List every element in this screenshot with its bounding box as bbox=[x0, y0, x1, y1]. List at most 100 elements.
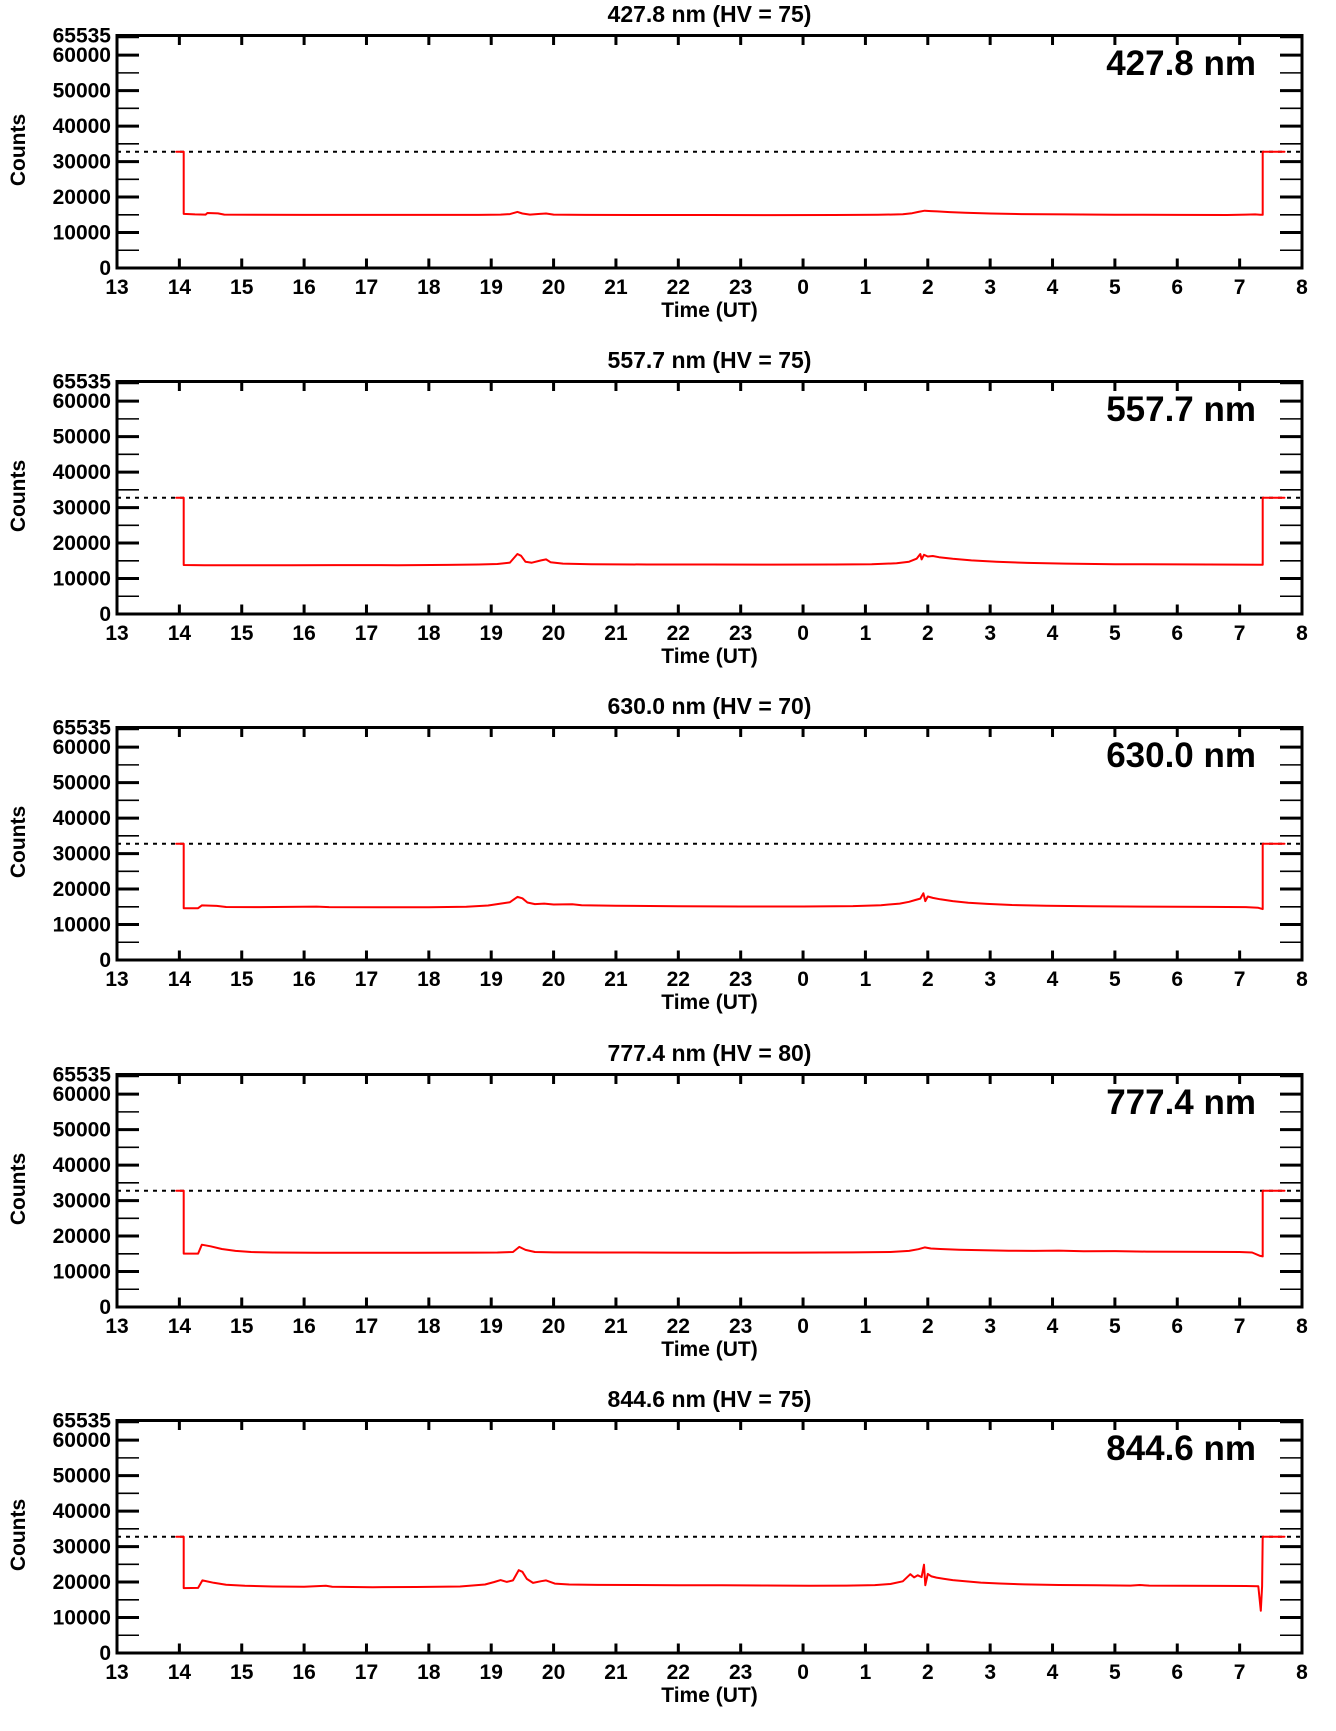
x-tick-label: 19 bbox=[480, 968, 503, 991]
x-tick-label: 6 bbox=[1171, 968, 1183, 991]
y-tick-label: 10000 bbox=[53, 222, 111, 245]
x-tick-label: 21 bbox=[604, 1661, 628, 1684]
x-tick-label: 8 bbox=[1296, 622, 1308, 645]
y-tick-label: 40000 bbox=[53, 1154, 111, 1177]
x-tick-label: 19 bbox=[480, 1315, 503, 1338]
x-tick-label: 13 bbox=[105, 1315, 128, 1338]
x-tick-label: 22 bbox=[667, 276, 690, 299]
y-axis-title: Counts bbox=[7, 113, 30, 187]
x-tick-label: 22 bbox=[667, 1661, 690, 1684]
x-tick-label: 23 bbox=[729, 1661, 752, 1684]
y-tick-label: 30000 bbox=[53, 843, 111, 866]
wavelength-label: 630.0 nm bbox=[1106, 736, 1256, 776]
x-tick-label: 6 bbox=[1171, 1661, 1183, 1684]
x-tick-label: 15 bbox=[230, 622, 254, 645]
y-tick-label: 20000 bbox=[53, 186, 111, 209]
y-tick-label: 0 bbox=[99, 257, 111, 280]
data-trace bbox=[175, 496, 1286, 567]
y-tick-label: 10000 bbox=[53, 914, 111, 937]
x-tick-label: 18 bbox=[417, 622, 441, 645]
y-tick-label: 60000 bbox=[53, 390, 111, 413]
x-tick-label: 17 bbox=[355, 968, 378, 991]
x-tick-label: 0 bbox=[797, 1661, 809, 1684]
x-tick-label: 17 bbox=[355, 1661, 378, 1684]
y-axis-title: Counts bbox=[7, 1498, 30, 1571]
x-tick-label: 2 bbox=[922, 1661, 934, 1684]
x-tick-label: 3 bbox=[984, 1661, 996, 1684]
x-tick-label: 0 bbox=[797, 622, 809, 645]
x-tick-label: 23 bbox=[729, 968, 752, 991]
x-tick-label: 8 bbox=[1296, 276, 1308, 299]
x-tick-label: 18 bbox=[417, 276, 441, 299]
x-tick-label: 1 bbox=[860, 276, 872, 299]
y-tick-label: 20000 bbox=[53, 1571, 111, 1594]
y-tick-label: 30000 bbox=[53, 1189, 111, 1212]
x-tick-label: 14 bbox=[168, 968, 192, 991]
x-tick-label: 2 bbox=[922, 622, 934, 645]
x-tick-label: 7 bbox=[1234, 968, 1246, 991]
y-tick-label: 50000 bbox=[53, 80, 111, 103]
x-tick-label: 1 bbox=[860, 968, 872, 991]
x-tick-label: 21 bbox=[604, 622, 628, 645]
x-tick-label: 19 bbox=[480, 622, 503, 645]
photometer-chart: 0 10000 20000 30000 40000 50000 60000 65535 13 14… bbox=[0, 692, 1336, 1038]
y-tick-label: 20000 bbox=[53, 532, 111, 555]
y-tick-label: 65535 bbox=[53, 1409, 112, 1432]
x-tick-label: 22 bbox=[667, 1315, 690, 1338]
y-tick-label: 60000 bbox=[53, 44, 111, 67]
photometer-chart: 0 10000 20000 30000 40000 50000 60000 65535 13 14… bbox=[0, 1385, 1336, 1731]
wavelength-label: 557.7 nm bbox=[1106, 390, 1256, 430]
x-tick-label: 17 bbox=[355, 622, 378, 645]
y-tick-label: 50000 bbox=[53, 1118, 111, 1141]
y-tick-label: 20000 bbox=[53, 878, 111, 901]
plot-box bbox=[115, 1418, 1304, 1655]
x-tick-label: 1 bbox=[860, 622, 872, 645]
y-tick-label: 65535 bbox=[53, 717, 112, 740]
x-tick-label: 14 bbox=[168, 1315, 192, 1338]
y-tick-label: 60000 bbox=[53, 1429, 111, 1452]
x-tick-label: 23 bbox=[729, 276, 752, 299]
y-tick-label: 50000 bbox=[53, 772, 111, 795]
chart-title: 557.7 nm (HV = 75) bbox=[607, 347, 812, 374]
x-tick-label: 4 bbox=[1047, 276, 1059, 299]
photometer-chart: 0 10000 20000 30000 40000 50000 60000 65535 13 14… bbox=[0, 1039, 1336, 1385]
x-tick-label: 20 bbox=[542, 1661, 565, 1684]
y-tick-label: 60000 bbox=[53, 737, 111, 760]
plot-box bbox=[115, 380, 1304, 616]
x-tick-label: 0 bbox=[797, 1315, 809, 1338]
x-tick-label: 20 bbox=[542, 276, 565, 299]
y-tick-label: 0 bbox=[99, 1296, 111, 1319]
x-tick-label: 2 bbox=[922, 276, 934, 299]
x-tick-label: 16 bbox=[292, 968, 315, 991]
x-tick-label: 19 bbox=[480, 276, 503, 299]
x-tick-label: 8 bbox=[1296, 1315, 1308, 1338]
x-tick-label: 15 bbox=[230, 1315, 254, 1338]
x-tick-label: 6 bbox=[1171, 1315, 1183, 1338]
x-tick-label: 5 bbox=[1109, 1661, 1121, 1684]
x-tick-label: 1 bbox=[860, 1315, 872, 1338]
wavelength-label: 427.8 nm bbox=[1106, 44, 1256, 83]
x-tick-label: 20 bbox=[542, 622, 565, 645]
data-trace bbox=[175, 1189, 1286, 1257]
y-tick-label: 65535 bbox=[53, 1063, 112, 1086]
x-tick-label: 7 bbox=[1234, 1661, 1246, 1684]
y-tick-label: 10000 bbox=[53, 1260, 111, 1283]
x-tick-label: 2 bbox=[922, 1315, 934, 1338]
x-tick-label: 4 bbox=[1047, 968, 1059, 991]
x-axis-title: Time (UT) bbox=[661, 645, 758, 669]
x-tick-label: 3 bbox=[984, 1315, 996, 1338]
x-tick-label: 17 bbox=[355, 1315, 378, 1338]
x-tick-label: 7 bbox=[1234, 622, 1246, 645]
y-tick-label: 20000 bbox=[53, 1225, 111, 1248]
x-tick-label: 13 bbox=[105, 622, 128, 645]
x-tick-label: 0 bbox=[797, 968, 809, 991]
data-trace bbox=[175, 843, 1286, 911]
x-tick-label: 18 bbox=[417, 1661, 441, 1684]
y-tick-label: 30000 bbox=[53, 151, 111, 174]
y-tick-label: 40000 bbox=[53, 807, 111, 830]
plot-box bbox=[115, 34, 1304, 270]
y-tick-label: 65535 bbox=[53, 25, 112, 48]
